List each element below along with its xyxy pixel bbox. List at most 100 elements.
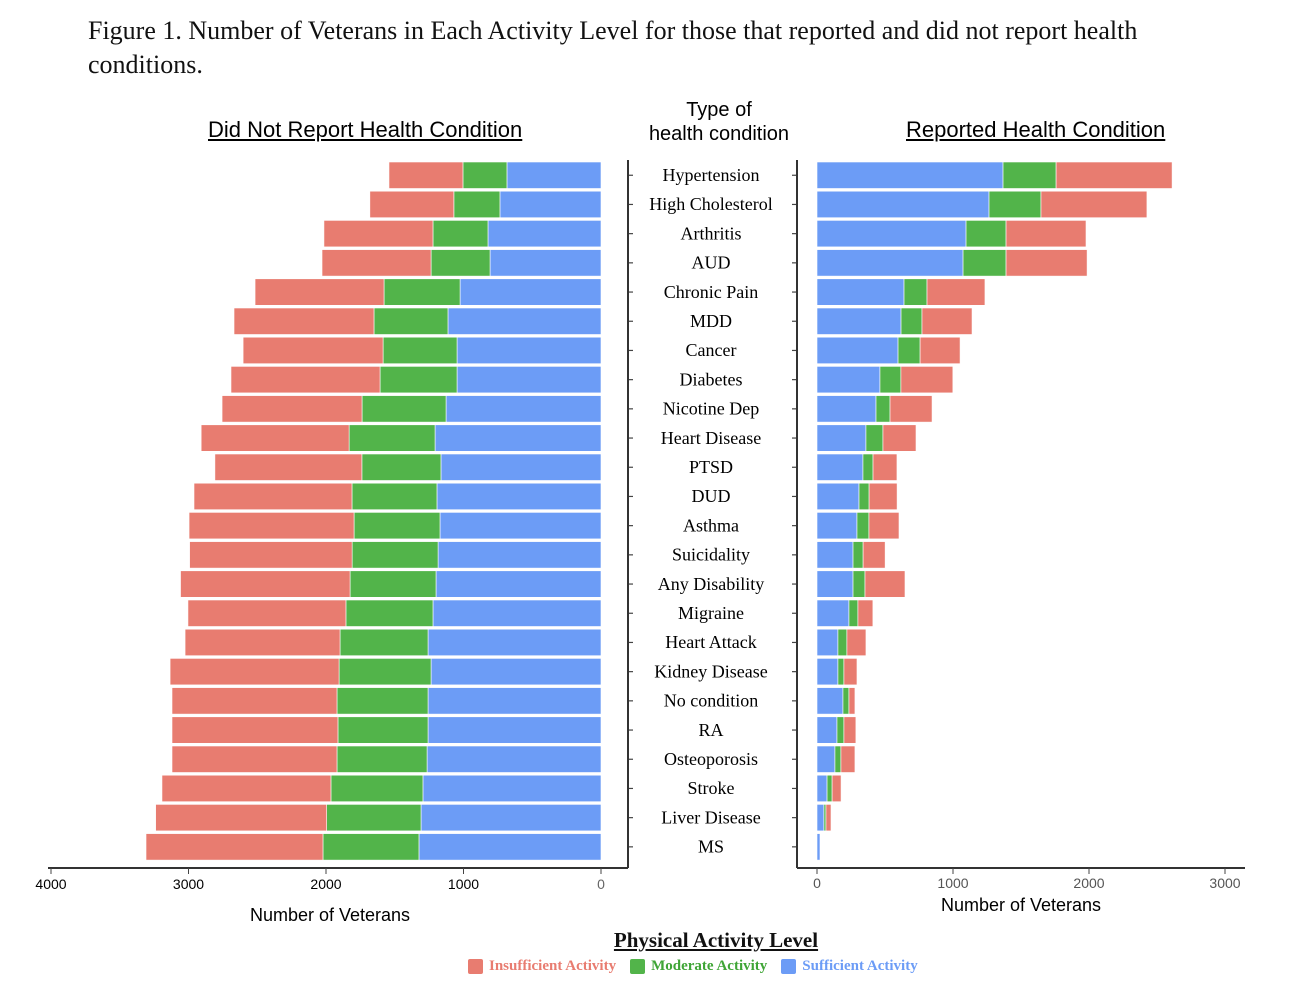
center-axis-title-line1: Type of	[686, 99, 752, 121]
category-label: No condition	[664, 691, 759, 711]
right-bar-insufficient	[889, 395, 933, 423]
right-bars	[816, 161, 1173, 861]
left-bar-moderate	[330, 774, 424, 803]
left-bar-moderate	[326, 804, 422, 832]
right-bar-insufficient	[1005, 249, 1088, 277]
right-bar-sufficient	[816, 424, 867, 452]
right-panel-title: Reported Health Condition	[906, 117, 1166, 142]
left-bar-sufficient	[487, 220, 602, 248]
right-bar-sufficient	[816, 512, 858, 540]
left-bars	[145, 161, 602, 861]
left-bar-insufficient	[169, 658, 340, 686]
category-label: Osteoporosis	[664, 749, 758, 769]
left-bar-insufficient	[171, 745, 338, 773]
right-bar-sufficient	[816, 307, 902, 335]
left-bar-insufficient	[254, 278, 385, 306]
left-bar-sufficient	[439, 512, 602, 540]
right-bar-insufficient	[900, 366, 954, 394]
left-bar-sufficient	[427, 716, 602, 744]
legend-swatch-insufficient	[468, 959, 483, 974]
right-bar-moderate	[865, 424, 884, 452]
right-bar-sufficient	[816, 366, 881, 394]
right-bar-sufficient	[816, 482, 860, 511]
center-axis-title-line2: health condition	[648, 123, 790, 145]
left-bar-insufficient	[214, 453, 363, 481]
legend-item-sufficient: Sufficient Activity	[781, 958, 918, 975]
category-label: MDD	[690, 311, 732, 331]
left-x-axis-label: Number of Veterans	[250, 905, 410, 925]
left-bar-sufficient	[418, 833, 602, 861]
category-label: High Cholesterol	[649, 194, 773, 214]
category-label: Hypertension	[663, 165, 760, 185]
right-bar-insufficient	[864, 570, 906, 598]
axes: 0 1000 2000 3000 4000 0 1000 2000 3000	[35, 160, 1245, 892]
right-bar-sufficient	[816, 336, 899, 365]
left-bar-sufficient	[435, 570, 602, 598]
left-x-tick-label: 3000	[173, 876, 204, 892]
right-bar-sufficient	[816, 249, 964, 277]
right-bar-moderate	[903, 278, 928, 306]
right-bar-moderate	[965, 220, 1007, 248]
left-bar-moderate	[361, 395, 447, 423]
left-bar-moderate	[432, 220, 489, 248]
right-x-tick-label: 0	[813, 875, 821, 891]
left-bar-sufficient	[456, 366, 602, 394]
left-bar-sufficient	[499, 190, 602, 218]
category-label: Arthritis	[681, 223, 742, 243]
right-bar-moderate	[823, 804, 827, 832]
right-bar-moderate	[1002, 161, 1057, 189]
legend-swatch-sufficient	[781, 959, 797, 974]
left-bar-insufficient	[321, 249, 432, 277]
right-bar-sufficient	[816, 599, 850, 627]
category-label: Heart Disease	[661, 428, 761, 448]
left-bar-insufficient	[242, 336, 384, 365]
right-bar-sufficient	[816, 628, 839, 657]
figure-title: Figure 1. Number of Veterans in Each Act…	[88, 16, 1138, 79]
category-label: Stroke	[688, 778, 735, 798]
right-bar-moderate	[862, 453, 874, 481]
left-bar-insufficient	[188, 512, 355, 540]
center-axis-title: Type of health condition	[628, 98, 810, 146]
right-bar-insufficient	[921, 307, 973, 335]
right-bar-moderate	[826, 774, 833, 803]
left-bar-insufficient	[184, 628, 341, 657]
right-bar-insufficient	[825, 804, 832, 832]
left-bar-sufficient	[422, 774, 602, 803]
right-bar-sufficient	[816, 220, 967, 248]
left-bar-sufficient	[434, 424, 602, 452]
category-label: Asthma	[683, 515, 739, 535]
right-bar-insufficient	[872, 453, 898, 481]
right-x-tick-label: 1000	[937, 875, 968, 891]
left-bar-insufficient	[171, 687, 338, 715]
legend-title: Physical Activity Level	[613, 928, 819, 952]
right-bar-moderate	[836, 716, 845, 744]
category-label: Any Disability	[658, 574, 765, 594]
right-x-tick-label: 2000	[1073, 875, 1104, 891]
left-bar-insufficient	[180, 570, 351, 598]
right-bar-insufficient	[926, 278, 986, 306]
left-bar-moderate	[348, 424, 436, 452]
right-bar-moderate	[852, 570, 866, 598]
left-panel-title: Did Not Report Health Condition	[208, 117, 523, 142]
left-bar-moderate	[322, 833, 420, 861]
right-bar-insufficient	[843, 658, 858, 686]
right-bar-moderate	[837, 658, 845, 686]
category-label: MS	[698, 837, 724, 857]
right-bar-moderate	[988, 190, 1042, 218]
left-bar-sufficient	[456, 336, 602, 365]
category-label: RA	[698, 720, 723, 740]
left-bar-sufficient	[430, 658, 602, 686]
left-bar-insufficient	[221, 395, 363, 423]
left-x-tick-label: 2000	[310, 876, 341, 892]
left-bar-moderate	[336, 687, 429, 715]
left-bar-sufficient	[432, 599, 602, 627]
left-bar-moderate	[338, 658, 432, 686]
left-bar-sufficient	[440, 453, 602, 481]
left-bar-insufficient	[388, 161, 464, 189]
left-bar-sufficient	[506, 161, 602, 189]
left-bar-insufficient	[200, 424, 350, 452]
left-bar-moderate	[361, 453, 442, 481]
right-bar-sufficient	[816, 453, 864, 481]
left-bar-moderate	[373, 307, 449, 335]
left-bar-moderate	[453, 190, 501, 218]
